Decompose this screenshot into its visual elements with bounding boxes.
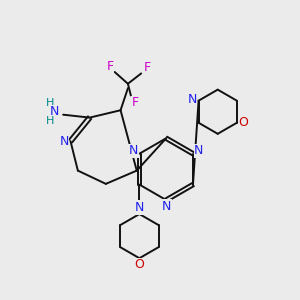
Text: N: N	[59, 135, 69, 148]
Text: N: N	[194, 144, 203, 157]
Text: N: N	[135, 201, 144, 214]
Text: N: N	[50, 105, 59, 118]
Text: N: N	[161, 200, 171, 213]
Text: N: N	[188, 93, 197, 106]
Text: F: F	[143, 61, 151, 74]
Text: H: H	[46, 98, 54, 108]
Text: F: F	[107, 60, 114, 73]
Text: O: O	[134, 258, 144, 271]
Text: O: O	[238, 116, 248, 129]
Text: F: F	[132, 96, 139, 110]
Text: N: N	[129, 144, 138, 157]
Text: H: H	[46, 116, 54, 126]
